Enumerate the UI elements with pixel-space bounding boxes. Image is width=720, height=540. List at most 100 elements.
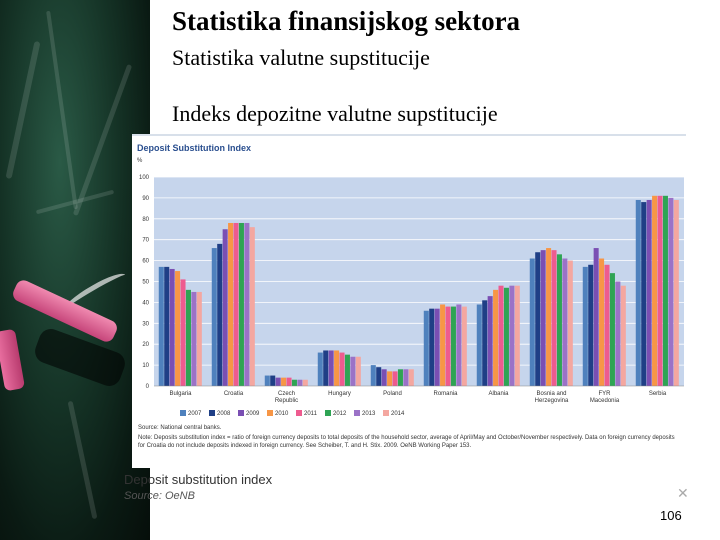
bar-chart: 0 10 20 30 40 50 60 70 80 90 100 Bulgaria Croatia Cze… <box>139 175 684 417</box>
legend-swatch <box>209 410 215 416</box>
chart-source: Source: National central banks. <box>138 425 222 431</box>
bar <box>403 369 409 386</box>
legend-label: 2013 <box>362 411 376 417</box>
x-tick-label: Croatia <box>224 391 244 397</box>
bar <box>370 365 376 386</box>
legend-label: 2007 <box>188 411 202 417</box>
bar <box>487 296 493 386</box>
bar <box>440 304 446 386</box>
legend-swatch <box>383 410 389 416</box>
bar <box>397 369 403 386</box>
legend-label: 2014 <box>391 411 405 417</box>
bar <box>567 260 573 386</box>
bar <box>185 289 191 386</box>
bar <box>286 377 292 386</box>
section-heading: Indeks depozitne valutne supstitucije <box>172 101 498 126</box>
bar <box>551 250 557 386</box>
bar <box>635 199 641 386</box>
bar <box>238 222 244 386</box>
bar <box>498 285 504 386</box>
bar <box>540 250 546 386</box>
x-tick-label: Macedonia <box>590 398 620 404</box>
bar <box>556 254 562 386</box>
legend-label: 2008 <box>217 411 231 417</box>
bar <box>164 266 170 386</box>
y-tick-label: 30 <box>142 321 149 327</box>
bar <box>423 310 429 386</box>
bar <box>169 268 175 386</box>
bar <box>615 281 621 386</box>
bar <box>482 300 488 386</box>
bar <box>509 285 515 386</box>
caption-title: Deposit substitution index <box>124 472 273 487</box>
x-tick-label: Bulgaria <box>169 391 192 397</box>
bar <box>434 308 440 386</box>
bar <box>233 222 239 386</box>
bar <box>535 252 541 386</box>
legend-swatch <box>180 410 186 416</box>
bar <box>450 306 456 386</box>
y-tick-label: 20 <box>142 342 149 348</box>
bar <box>249 227 255 386</box>
y-tick-label: 10 <box>142 363 149 369</box>
bar <box>196 291 202 386</box>
bar <box>593 248 599 386</box>
bar <box>291 379 297 386</box>
legend-swatch <box>267 410 273 416</box>
bar <box>461 306 467 386</box>
legend-label: 2011 <box>304 411 318 417</box>
bar <box>408 369 414 386</box>
legend-swatch <box>325 410 331 416</box>
y-tick-label: 80 <box>142 217 149 223</box>
bar <box>211 248 217 386</box>
legend-swatch <box>354 410 360 416</box>
bar <box>376 367 382 386</box>
slide-title: Statistika finansijskog sektora <box>172 6 521 36</box>
bar <box>339 352 345 386</box>
legend-swatch <box>238 410 244 416</box>
bar <box>588 264 594 386</box>
chart-panel: 0 10 20 30 40 50 60 70 80 90 100 Bulgaria Croatia Cze… <box>132 134 686 468</box>
x-tick-label: Republic <box>275 398 298 404</box>
page-number: 106 <box>660 508 682 523</box>
slide-subtitle: Statistika valutne supstitucije <box>172 45 430 70</box>
bar <box>514 285 520 386</box>
x-tick-label: Poland <box>383 391 402 397</box>
bar <box>529 258 535 386</box>
legend-label: 2012 <box>333 411 347 417</box>
bar <box>228 222 234 386</box>
bar <box>264 375 270 386</box>
bar <box>476 304 482 386</box>
bar <box>641 202 647 386</box>
x-tick-label: FYR <box>599 391 612 397</box>
bar <box>355 356 361 386</box>
bar <box>604 264 610 386</box>
bar <box>662 195 668 386</box>
bar <box>302 379 308 386</box>
y-tick-label: 70 <box>142 238 149 244</box>
bar <box>191 291 197 386</box>
bar <box>668 197 674 386</box>
y-tick-label: 50 <box>142 280 149 286</box>
bar <box>503 287 509 386</box>
bar <box>562 258 568 386</box>
bar <box>582 266 588 386</box>
bar <box>620 285 626 386</box>
bar <box>546 248 552 386</box>
y-tick-label: 90 <box>142 196 149 202</box>
bar <box>222 229 228 386</box>
bar <box>429 308 435 386</box>
bar <box>599 258 605 386</box>
bar <box>334 350 340 386</box>
close-icon[interactable]: ✕ <box>677 485 689 501</box>
legend-label: 2010 <box>275 411 289 417</box>
bar <box>445 306 451 386</box>
bar <box>646 199 652 386</box>
bar <box>180 279 186 386</box>
x-tick-label: Romania <box>433 391 458 397</box>
bar <box>344 354 350 386</box>
bar <box>244 222 250 386</box>
bar <box>158 266 164 386</box>
bar <box>673 199 679 386</box>
y-tick-label: 0 <box>146 384 150 390</box>
